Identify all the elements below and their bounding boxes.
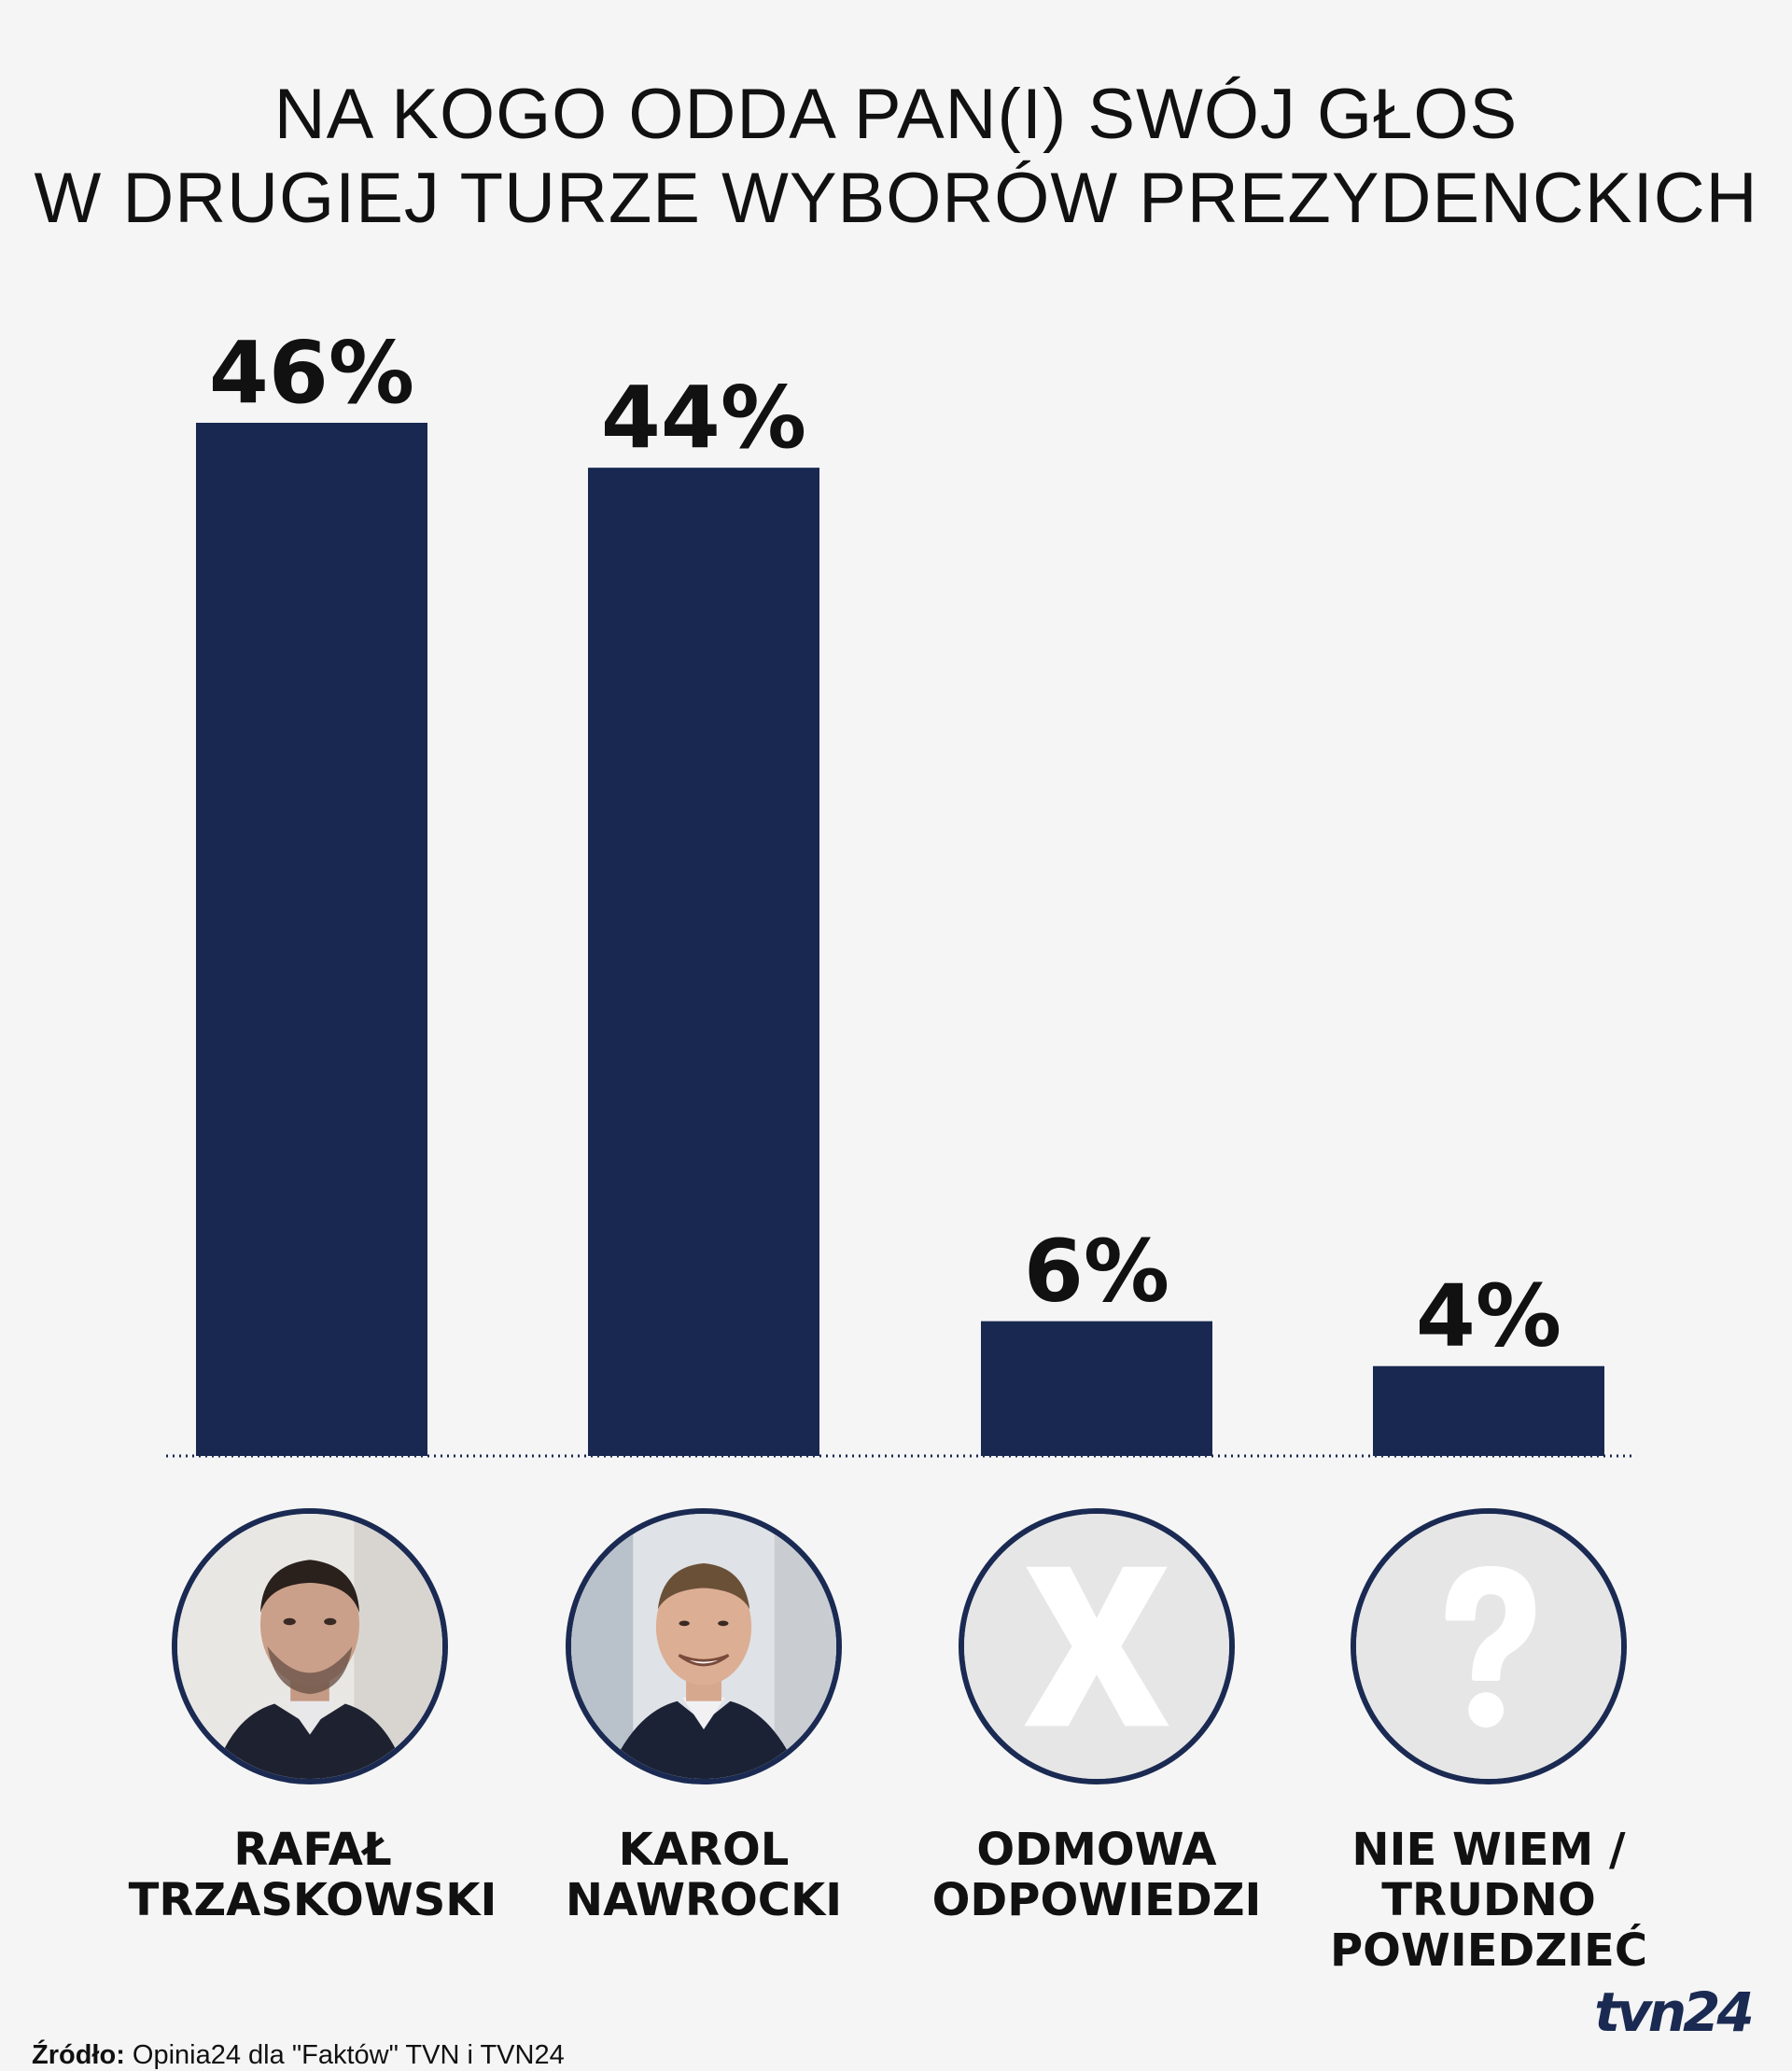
category-label-dont-know: NIE WIEM / TRUDNO POWIEDZIEĆ (1283, 1825, 1694, 1976)
category-label-line: RAFAŁ (233, 1824, 392, 1876)
source-text: Opinia24 dla "Faktów" TVN i TVN24 (124, 2040, 565, 2070)
source-label: Źródło: (32, 2040, 125, 2070)
avatar-refusal (959, 1508, 1235, 1784)
category-label-trzaskowski: RAFAŁ TRZASKOWSKI (107, 1825, 518, 1925)
avatar-nawrocki (566, 1508, 842, 1784)
category-label-line: KAROL (618, 1824, 790, 1876)
value-label-trzaskowski: 46% (209, 323, 414, 423)
category-label-line: ODPOWIEDZI (931, 1874, 1262, 1926)
value-label-refusal: 6% (1024, 1222, 1169, 1322)
chart-title-line-1: NA KOGO ODDA PAN(I) SWÓJ GŁOS (273, 75, 1519, 154)
category-label-line: NIE WIEM / (1351, 1824, 1626, 1876)
bar-chart: 46% 44% 6% 4% (166, 323, 1635, 1458)
portrait-photo-trzaskowski (177, 1514, 442, 1779)
bar-trzaskowski (196, 423, 427, 1456)
question-mark-icon (1356, 1514, 1621, 1779)
bar-refusal (981, 1321, 1212, 1456)
chart-title-line-2: W DRUGIEJ TURZE WYBORÓW PREZYDENCKICH (34, 159, 1758, 238)
category-label-line: NAWROCKI (565, 1874, 843, 1926)
category-label-line: TRUDNO (1381, 1874, 1596, 1926)
category-label-refusal: ODMOWA ODPOWIEDZI (891, 1825, 1302, 1925)
category-label-line: ODMOWA (976, 1824, 1217, 1876)
tvn24-logo-text: tvn24 (1594, 1982, 1751, 2044)
bar-nawrocki (588, 468, 819, 1457)
avatar-dont-know (1351, 1508, 1627, 1784)
avatar-trzaskowski (172, 1508, 448, 1784)
value-label-dont-know: 4% (1416, 1266, 1561, 1366)
tvn24-logo: tvn24 (1594, 1982, 1755, 2044)
chart-title: NA KOGO ODDA PAN(I) SWÓJ GŁOS W DRUGIEJ … (0, 73, 1792, 241)
category-label-line: TRZASKOWSKI (128, 1874, 497, 1926)
category-label-line: POWIEDZIEĆ (1329, 1924, 1648, 1977)
source-note: Źródło: Opinia24 dla "Faktów" TVN i TVN2… (32, 2040, 565, 2071)
category-label-nawrocki: KAROL NAWROCKI (498, 1825, 909, 1925)
value-label-nawrocki: 44% (601, 368, 806, 468)
portrait-photo-nawrocki (571, 1514, 836, 1779)
x-icon (964, 1514, 1229, 1779)
bar-dont-know (1373, 1365, 1604, 1456)
